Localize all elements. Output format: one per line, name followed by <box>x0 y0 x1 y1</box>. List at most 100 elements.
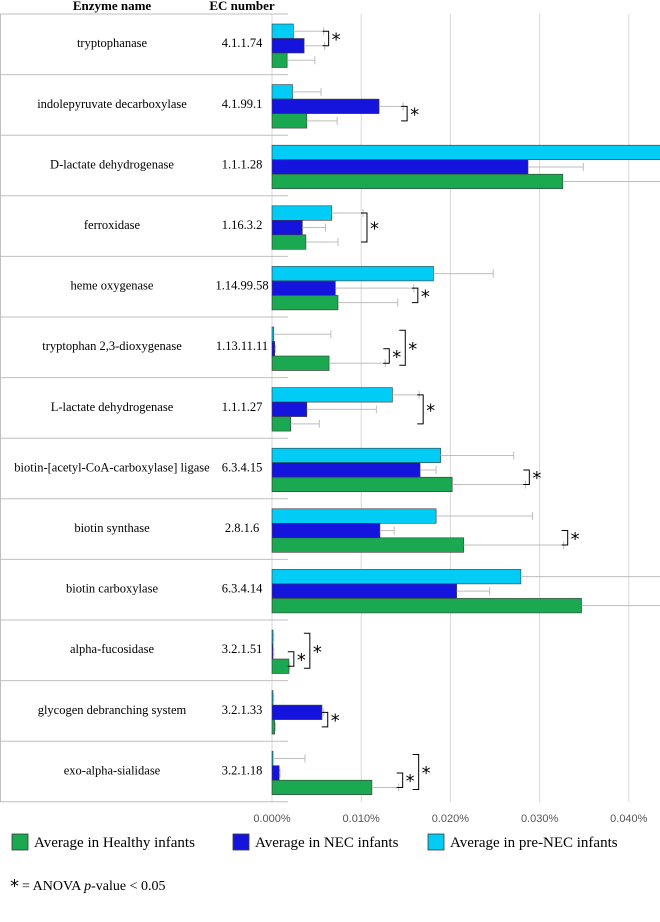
significance-asterisk: * <box>332 30 341 51</box>
bar <box>271 144 660 160</box>
significance-bracket <box>321 711 329 728</box>
significance-bracket <box>411 287 419 304</box>
legend-label: Average in NEC infants <box>255 835 399 851</box>
bar <box>271 629 274 645</box>
bar <box>271 159 529 175</box>
bar <box>271 220 303 236</box>
ec-number-label: 6.3.4.14 <box>222 582 263 596</box>
legend-swatch <box>232 833 250 851</box>
x-tick-label: 0.030% <box>521 813 559 825</box>
significance-bracket <box>383 348 390 364</box>
significance-asterisk: * <box>370 219 379 240</box>
significance-bracket <box>561 530 569 546</box>
significance-bracket <box>401 105 408 122</box>
significance-asterisk: * <box>331 711 340 732</box>
ec-number-label: 1.1.1.28 <box>222 157 263 171</box>
significance-asterisk: * <box>422 763 431 784</box>
legend-swatch <box>427 833 445 851</box>
enzyme-label: L-lactate dehydrogenase <box>51 400 174 414</box>
legend-label: Average in pre-NEC infants <box>450 835 618 851</box>
significance-asterisk: * <box>410 105 419 126</box>
footnote-asterisk: * <box>10 876 19 897</box>
header-ec-number: EC number <box>209 0 275 13</box>
bar <box>271 326 275 342</box>
enzyme-label: biotin carboxylase <box>66 582 158 596</box>
bar <box>271 52 288 68</box>
significance-bracket <box>399 329 406 366</box>
bar <box>271 583 457 599</box>
bar <box>271 779 373 796</box>
header-enzyme-name: Enzyme name <box>73 0 152 13</box>
bars-layer <box>271 23 660 796</box>
enzyme-label: heme oxygenase <box>71 279 154 293</box>
significance-asterisk: * <box>297 650 306 671</box>
significance-asterisk: * <box>313 642 322 663</box>
bar <box>271 522 381 539</box>
bar <box>271 537 465 553</box>
bar <box>271 750 274 767</box>
bar <box>271 644 274 660</box>
significance-asterisk: * <box>571 529 580 550</box>
ec-number-label: 2.8.1.6 <box>225 521 259 535</box>
significance-bracket <box>322 30 330 47</box>
legend-label: Average in Healthy infants <box>34 835 195 851</box>
enzyme-label: biotin-[acetyl-CoA-carboxylase] ligase <box>14 460 210 474</box>
enzyme-label: D-lactate dehydrogenase <box>50 157 174 171</box>
significance-asterisk: * <box>406 771 415 792</box>
enzyme-label: tryptophanase <box>77 36 148 50</box>
bar <box>271 569 522 585</box>
enzyme-label: exo-alpha-sialidase <box>64 763 161 777</box>
significance-bracket <box>360 212 368 243</box>
legend: Average in Healthy infants Average in NEC… <box>11 833 618 851</box>
footnote-text: = ANOVA p-value < 0.05 <box>22 879 165 894</box>
enzyme-label: tryptophan 2,3-dioxygenase <box>42 339 182 353</box>
x-tick-label: 0.010% <box>343 813 381 825</box>
bar <box>271 508 437 524</box>
bar <box>271 113 308 129</box>
bar <box>271 476 453 493</box>
enzyme-label: alpha-fucosidase <box>70 642 154 656</box>
bar <box>271 234 307 250</box>
bar <box>271 704 323 720</box>
footnote-italic-p: p <box>83 879 91 894</box>
x-tick-label: 0.020% <box>432 813 470 825</box>
bar <box>271 84 293 100</box>
ec-number-label: 3.2.1.33 <box>222 703 263 717</box>
bar <box>271 401 308 417</box>
significance-asterisk: * <box>392 347 401 368</box>
bar <box>271 462 421 478</box>
ec-number-label: 6.3.4.15 <box>222 460 263 474</box>
ec-number-label: 1.16.3.2 <box>222 218 263 232</box>
rows-layer: tryptophanase 4.1.1.74 indolepyruvate deca… <box>0 13 288 803</box>
significance-bracket <box>303 632 311 669</box>
bar <box>271 355 330 371</box>
significance-asterisk: * <box>426 400 435 421</box>
bar <box>271 447 441 464</box>
footnote-suffix: -value < 0.05 <box>91 879 165 894</box>
significance-asterisk: * <box>421 286 430 307</box>
bar <box>271 205 333 221</box>
ec-number-label: 1.13.11.11 <box>216 339 268 353</box>
significance-bracket <box>396 772 404 788</box>
ec-number-label: 1.14.99.58 <box>215 279 268 293</box>
bar <box>271 387 393 403</box>
grid-layer <box>271 14 630 802</box>
ec-number-label: 4.1.99.1 <box>222 97 263 111</box>
bar <box>271 416 292 432</box>
significance-asterisk: * <box>408 339 417 360</box>
x-axis-ticks: 0.000%0.010%0.020%0.030%0.040%0.050%0.06… <box>253 813 647 825</box>
bar <box>271 719 275 735</box>
enzyme-label: indolepyruvate decarboxylase <box>37 97 187 111</box>
significance-bracket <box>287 651 295 667</box>
ec-number-label: 1.1.1.27 <box>222 400 263 414</box>
footnote: * = ANOVA p-value < 0.05 <box>10 876 165 897</box>
footnote-prefix: = ANOVA <box>22 879 84 894</box>
bar <box>271 173 564 189</box>
bar <box>271 23 294 39</box>
ec-number-label: 3.2.1.51 <box>222 642 263 656</box>
significance-bracket <box>523 469 530 485</box>
significance-layer: ***************** <box>287 30 580 792</box>
significance-asterisk: * <box>532 468 541 489</box>
x-tick-label: 0.000% <box>253 813 291 825</box>
